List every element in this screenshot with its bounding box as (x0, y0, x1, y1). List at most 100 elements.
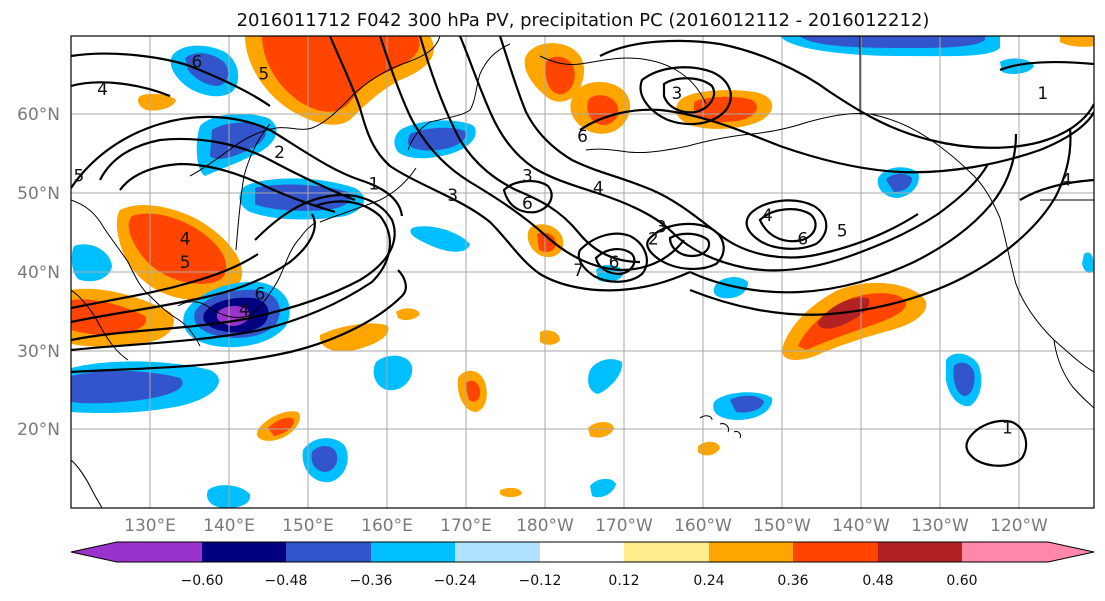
colorbar-tick-label: −0.24 (434, 573, 477, 589)
pv-contour (577, 232, 648, 283)
colorbar-swatch (793, 542, 878, 562)
positive-anomaly-east-china-sea-core (71, 299, 147, 335)
positive-anomaly-subtropical-west-core (268, 417, 294, 436)
lon-tick-label: 130°E (124, 516, 176, 536)
map-gridlines (71, 36, 1094, 508)
pv-contour-label: 1 (369, 174, 380, 194)
colorbar-tick-labels: −0.60 −0.48 −0.36 −0.24 −0.12 0.12 0.24 … (181, 573, 978, 589)
pv-contour-label: 3 (656, 218, 667, 238)
hawaiian-islands (699, 415, 741, 439)
colorbar-tick-label: −0.48 (265, 573, 308, 589)
lat-tick-label: 60°N (17, 105, 60, 125)
colorbar-tick-label: −0.60 (181, 573, 224, 589)
coastline-okhotsk (189, 36, 441, 177)
pv-contour (71, 81, 171, 98)
lat-tick-label: 50°N (17, 184, 60, 204)
lon-tick-label: 160°W (674, 516, 732, 536)
pv-contour (999, 60, 1094, 72)
pv-contour (579, 108, 1094, 174)
pv-contour (668, 232, 711, 258)
pv-contour-label: 6 (577, 127, 588, 147)
pv-contour-label: 6 (609, 253, 620, 273)
positive-anomaly-bering-core (587, 95, 619, 126)
pv-contour-label: 3 (447, 186, 458, 206)
pv-contour (71, 213, 316, 324)
negative-anomaly-subtropical-3 (588, 359, 623, 394)
colorbar-swatch (878, 542, 962, 562)
lat-tick-label: 40°N (17, 263, 60, 283)
coastline-hokkaido (285, 221, 317, 263)
negative-anomaly-baja-west-core (953, 362, 975, 396)
pv-contour (639, 66, 732, 126)
pv-contour (498, 36, 919, 259)
negative-anomaly-subtropical-1 (373, 355, 413, 391)
pv-contour (328, 36, 691, 292)
longitude-tick-labels: 130°E 140°E 150°E 160°E 170°E 180°W 170°… (124, 516, 1048, 536)
pv-contour-label: 7 (573, 261, 584, 281)
pv-contour-label: 5 (837, 222, 848, 242)
positive-anomaly-bering-west-core (545, 56, 575, 95)
colorbar-swatch (709, 542, 793, 562)
positive-anomaly-arctic-east (1060, 36, 1094, 47)
colorbar-tick-label: 0.48 (862, 573, 893, 589)
pv-contour-label: 4 (762, 206, 773, 226)
colorbar-tick-label: 0.60 (946, 573, 977, 589)
pv-contour (71, 115, 404, 217)
pv-contour-label: 1 (1002, 418, 1013, 438)
coastline-philippines (71, 459, 103, 508)
coastline-baja (1053, 339, 1094, 409)
pv-contour (1019, 178, 1094, 201)
lat-tick-label: 30°N (17, 342, 60, 362)
colorbar-swatch (540, 542, 624, 562)
pv-contour-label: 4 (97, 80, 108, 100)
lon-tick-label: 150°E (282, 516, 334, 536)
map-title: 2016011712 F042 300 hPa PV, precipitatio… (237, 10, 930, 31)
lon-tick-label: 180°W (516, 516, 574, 536)
pv-contour (758, 208, 817, 243)
negative-anomaly-subtropical-4 (590, 478, 616, 498)
lat-tick-label: 20°N (17, 420, 60, 440)
pv-contour (502, 180, 553, 214)
pv-contour (689, 127, 1072, 316)
lon-tick-label: 140°W (832, 516, 890, 536)
colorbar: −0.60 −0.48 −0.36 −0.24 −0.12 0.12 0.24 … (70, 541, 1095, 589)
positive-anomaly-okhotsk-core (262, 36, 420, 112)
negative-anomaly-gulf-of-alaska-core (886, 173, 912, 192)
positive-anomaly-small-6 (138, 93, 176, 111)
coastline-asia (71, 199, 201, 347)
positive-anomaly-japan-sea-core (128, 213, 227, 284)
latitude-tick-labels: 20°N 30°N 40°N 50°N 60°N (17, 105, 60, 440)
colorbar-swatch (455, 542, 540, 562)
map-frame (70, 35, 1095, 509)
pv-contour-label: 4 (1061, 170, 1072, 190)
colorbar-swatch (624, 542, 709, 562)
colorbar-tick-label: 0.24 (693, 573, 724, 589)
precipitation-shading (71, 36, 1094, 508)
negative-anomaly-south-japan-core (71, 370, 183, 404)
colorbar-swatch (371, 542, 455, 562)
pv-contour (71, 253, 259, 310)
positive-anomaly-kuril-south (319, 323, 389, 352)
colorbar-tick-label: 0.36 (777, 573, 808, 589)
colorbar-swatch (286, 542, 371, 562)
pv-contour (745, 199, 828, 250)
pv-contour-label: 2 (274, 143, 285, 163)
pv-contour-label: 4 (180, 229, 191, 249)
pv-contour-label: 5 (180, 253, 191, 273)
pv-contour-label: 3 (672, 84, 683, 104)
pv-contour (599, 39, 1094, 149)
lon-tick-label: 140°E (203, 516, 255, 536)
negative-anomaly-hawaii-north-core (730, 395, 764, 413)
pv-contour-label: 6 (254, 285, 265, 305)
negative-anomaly-arctic-core (800, 36, 985, 48)
negative-anomaly-japan-peak (216, 306, 250, 326)
colorbar-swatch (962, 542, 1048, 562)
pv-contour (965, 419, 1028, 467)
lon-tick-label: 170°E (440, 516, 492, 536)
pv-contour-label: 4 (239, 300, 250, 320)
coastline-kurils (319, 167, 417, 223)
pv-contour (71, 200, 391, 352)
